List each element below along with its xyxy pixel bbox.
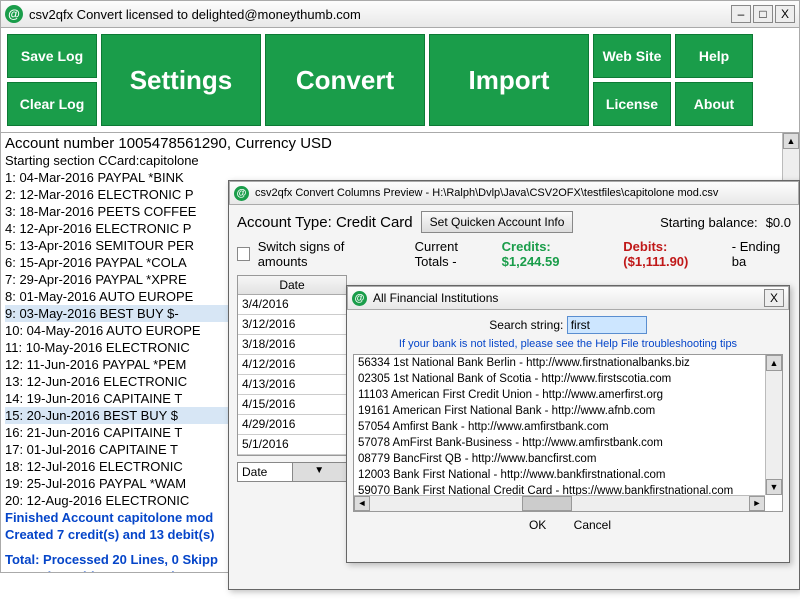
search-input[interactable] xyxy=(567,316,647,334)
clear-log-button[interactable]: Clear Log xyxy=(7,82,97,126)
switch-signs-label: Switch signs of amounts xyxy=(258,239,383,269)
date-grid: Date 3/4/20163/12/20163/18/20164/12/2016… xyxy=(237,275,347,456)
search-label: Search string: xyxy=(489,318,563,332)
app-icon: @ xyxy=(234,186,249,201)
bank-list-item[interactable]: 57078 AmFirst Bank-Business - http://www… xyxy=(354,435,782,451)
date-cell[interactable]: 3/18/2016 xyxy=(238,335,346,355)
app-icon: @ xyxy=(352,291,367,306)
about-button[interactable]: About xyxy=(675,82,753,126)
date-cell[interactable]: 4/15/2016 xyxy=(238,395,346,415)
current-totals-label: Current Totals - xyxy=(415,239,494,269)
cancel-button[interactable]: Cancel xyxy=(564,515,621,535)
ok-button[interactable]: OK xyxy=(515,515,560,535)
maximize-button[interactable]: □ xyxy=(753,5,773,23)
starting-balance-value: $0.0 xyxy=(766,215,791,230)
account-type-label: Account Type: Credit Card xyxy=(237,214,413,231)
scroll-up-icon[interactable]: ▲ xyxy=(783,133,799,149)
date-column-combo[interactable]: Date ▼ xyxy=(237,462,347,482)
bank-list-item[interactable]: 08779 BancFirst QB - http://www.bancfirs… xyxy=(354,451,782,467)
main-toolbar: Save Log Clear Log Settings Convert Impo… xyxy=(0,28,800,133)
bank-list-item[interactable]: 56334 1st National Bank Berlin - http://… xyxy=(354,355,782,371)
date-cell[interactable]: 4/12/2016 xyxy=(238,355,346,375)
set-quicken-button[interactable]: Set Quicken Account Info xyxy=(421,211,574,233)
credits-value: Credits: $1,244.59 xyxy=(502,239,601,269)
switch-signs-checkbox[interactable] xyxy=(237,247,250,261)
financial-institutions-dialog: @ All Financial Institutions X Search st… xyxy=(346,285,790,563)
settings-button[interactable]: Settings xyxy=(101,34,261,126)
bank-hint: If your bank is not listed, please see t… xyxy=(353,338,783,350)
window-title: csv2qfx Convert licensed to delighted@mo… xyxy=(29,7,361,22)
close-button[interactable]: X xyxy=(775,5,795,23)
chevron-down-icon[interactable]: ▼ xyxy=(292,463,347,481)
debits-value: Debits: ($1,111.90) xyxy=(623,239,723,269)
date-cell[interactable]: 5/1/2016 xyxy=(238,435,346,455)
bank-list[interactable]: 56334 1st National Bank Berlin - http://… xyxy=(353,354,783,512)
date-cell[interactable]: 3/12/2016 xyxy=(238,315,346,335)
ending-label: - Ending ba xyxy=(732,239,791,269)
license-button[interactable]: License xyxy=(593,82,671,126)
starting-section: Starting section CCard:capitolone xyxy=(5,152,799,169)
bank-scrollbar[interactable]: ▲▼ xyxy=(765,355,782,495)
date-cell[interactable]: 3/4/2016 xyxy=(238,295,346,315)
bank-hscrollbar[interactable]: ◄► xyxy=(354,495,765,511)
preview-title: csv2qfx Convert Columns Preview - H:\Ral… xyxy=(255,187,718,199)
minimize-button[interactable]: – xyxy=(731,5,751,23)
bank-list-item[interactable]: 57054 Amfirst Bank - http://www.amfirstb… xyxy=(354,419,782,435)
help-button[interactable]: Help xyxy=(675,34,753,78)
account-line: Account number 1005478561290, Currency U… xyxy=(5,135,799,152)
combo-value: Date xyxy=(238,463,292,481)
website-button[interactable]: Web Site xyxy=(593,34,671,78)
starting-balance-label: Starting balance: xyxy=(660,215,758,230)
bank-list-item[interactable]: 11103 American First Credit Union - http… xyxy=(354,387,782,403)
bank-list-item[interactable]: 19161 American First National Bank - htt… xyxy=(354,403,782,419)
bank-list-item[interactable]: 12003 Bank First National - http://www.b… xyxy=(354,467,782,483)
bank-list-item[interactable]: 02305 1st National Bank of Scotia - http… xyxy=(354,371,782,387)
banks-title: All Financial Institutions xyxy=(373,291,498,305)
date-header: Date xyxy=(238,276,346,295)
close-button[interactable]: X xyxy=(764,289,784,307)
date-cell[interactable]: 4/13/2016 xyxy=(238,375,346,395)
app-icon: @ xyxy=(5,5,23,23)
main-titlebar: @ csv2qfx Convert licensed to delighted@… xyxy=(0,0,800,28)
save-log-button[interactable]: Save Log xyxy=(7,34,97,78)
convert-button[interactable]: Convert xyxy=(265,34,425,126)
import-button[interactable]: Import xyxy=(429,34,589,126)
date-cell[interactable]: 4/29/2016 xyxy=(238,415,346,435)
